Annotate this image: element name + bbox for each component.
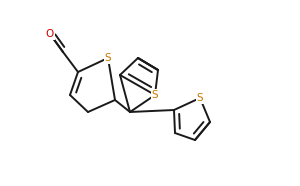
Text: S: S — [152, 90, 158, 100]
Text: S: S — [197, 93, 203, 103]
Text: O: O — [46, 29, 54, 39]
Text: S: S — [105, 53, 111, 63]
